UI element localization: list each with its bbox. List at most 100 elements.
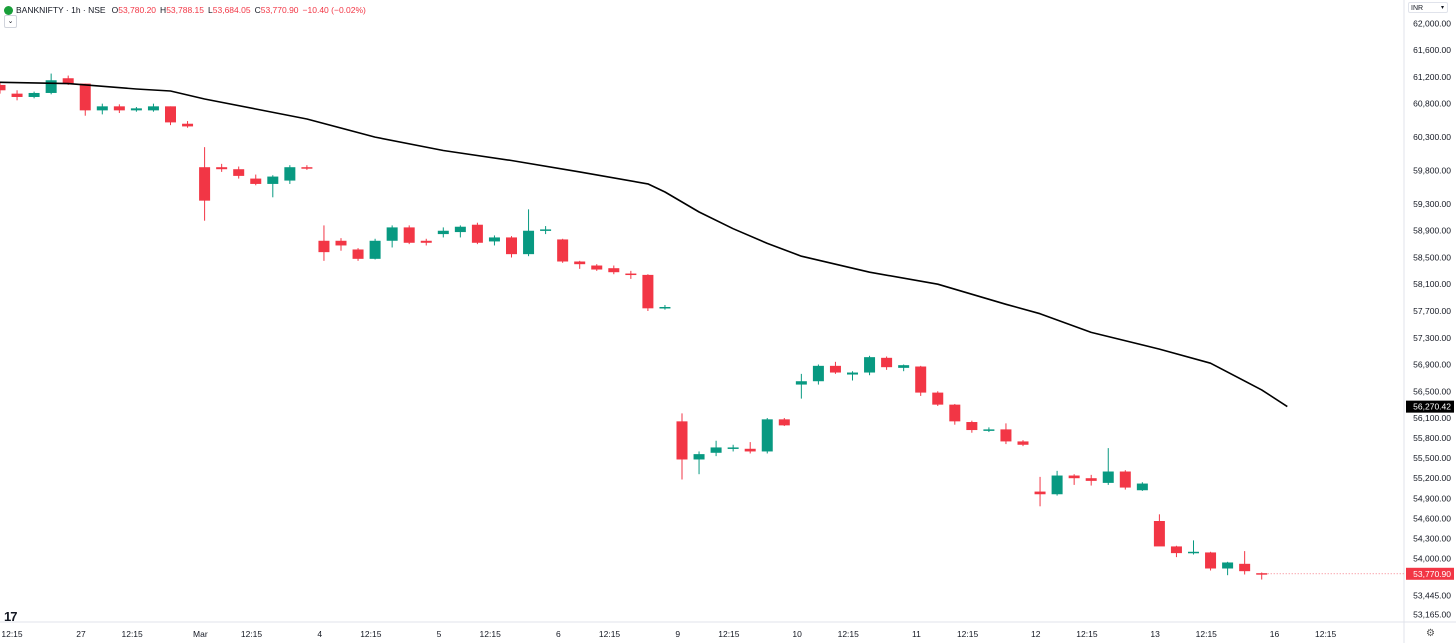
price-tick-label: 61,200.00	[1413, 72, 1451, 82]
symbol-logo-icon	[4, 5, 13, 15]
candle	[352, 248, 364, 261]
candle	[1017, 440, 1029, 447]
tradingview-logo-icon[interactable]: 17	[4, 609, 18, 624]
candle-body	[949, 404, 961, 422]
candle-body	[28, 92, 40, 97]
candle	[983, 427, 995, 433]
candle-body	[1051, 475, 1063, 495]
candle-body	[693, 454, 705, 460]
candle-body	[847, 372, 858, 375]
price-tick-label: 57,700.00	[1413, 306, 1451, 316]
candle-body	[915, 366, 927, 393]
candle	[130, 107, 142, 112]
ohlc-low: L53,684.05	[208, 5, 251, 15]
candle-body	[386, 227, 398, 241]
symbol-title[interactable]: BANKNIFTY · 1h · NSE	[16, 5, 106, 15]
time-tick-label: 12	[1031, 629, 1041, 639]
chevron-down-icon[interactable]: ⌄	[4, 15, 17, 28]
candle	[625, 270, 637, 279]
candle-body	[113, 106, 125, 111]
candle-body	[983, 429, 995, 431]
candle-body	[642, 274, 654, 309]
ma-value-badge	[1406, 400, 1454, 413]
time-tick-label: 12:15	[718, 629, 740, 639]
candle	[693, 451, 705, 475]
candle	[301, 165, 313, 170]
candle-body	[62, 78, 74, 84]
candle	[1239, 551, 1251, 575]
candle	[608, 265, 620, 275]
candle	[1068, 474, 1080, 485]
settings-gear-icon[interactable]: ⚙	[1426, 628, 1435, 639]
candle	[591, 264, 603, 271]
price-tick-label: 58,900.00	[1413, 226, 1451, 236]
time-tick-label: 11	[912, 629, 921, 639]
candle	[1000, 423, 1012, 445]
price-tick-label: 54,600.00	[1413, 513, 1451, 523]
candle	[829, 361, 841, 374]
price-tick-label: 58,100.00	[1413, 279, 1451, 289]
candle	[79, 83, 91, 116]
ohlc-open: O53,780.20	[111, 5, 157, 15]
candle-body	[1205, 552, 1217, 569]
time-tick-label: 12:15	[599, 629, 621, 639]
candle-body	[864, 357, 876, 373]
price-axis[interactable]: 62,000.00 61,600.00 61,200.00 60,800.00 60,3…	[1267, 18, 1454, 619]
candle-body	[1085, 478, 1097, 481]
candle	[506, 236, 517, 258]
candle-body	[420, 240, 432, 243]
candle-body	[267, 176, 279, 184]
candle	[1034, 476, 1046, 507]
price-tick-label: 59,800.00	[1413, 166, 1451, 176]
candle	[147, 103, 159, 112]
candle	[898, 364, 910, 372]
candle-body	[147, 106, 159, 111]
candle	[915, 365, 927, 396]
candle-body	[1102, 471, 1114, 483]
price-tick-label: 60,300.00	[1413, 132, 1451, 142]
symbol-legend: BANKNIFTY · 1h · NSE O53,780.20 H53,788.…	[4, 3, 366, 17]
candle-body	[369, 240, 381, 259]
candle-body	[881, 357, 893, 368]
time-axis[interactable]: 12:15 27 12:15 Mar 12:15 4 12:15 5 12:15 6 12:15 9 1…	[1, 629, 1336, 639]
candle-body	[250, 178, 262, 184]
candle-body	[710, 447, 722, 453]
candle	[28, 91, 40, 99]
candle	[233, 166, 245, 179]
candle-body	[352, 249, 364, 259]
price-tick-label: 53,445.00	[1413, 591, 1451, 601]
time-tick-label: 4	[317, 629, 322, 639]
candle-body	[1000, 429, 1012, 442]
candle	[966, 420, 978, 433]
candle	[1256, 572, 1268, 580]
candle	[812, 364, 824, 385]
price-tick-label: 54,300.00	[1413, 533, 1451, 543]
candle-body	[1256, 573, 1268, 575]
candle-body	[898, 365, 910, 368]
currency-selector[interactable]: INR ▾	[1408, 2, 1448, 13]
time-tick-label: 12:15	[1076, 629, 1098, 639]
candle-body	[591, 265, 603, 270]
time-tick-label: 12:15	[241, 629, 263, 639]
candle-body	[523, 230, 535, 255]
candle	[11, 90, 23, 101]
candle-body	[11, 93, 23, 97]
candle	[488, 235, 500, 246]
candle	[386, 225, 398, 248]
candle-body	[625, 273, 637, 276]
candle-body	[0, 84, 6, 91]
candle-body	[540, 229, 552, 231]
candle-body	[1222, 562, 1234, 569]
price-tick-label: 58,500.00	[1413, 252, 1451, 262]
candle-body	[165, 106, 176, 123]
candle-body	[932, 392, 944, 405]
candle	[1102, 448, 1114, 485]
currency-label: INR	[1411, 5, 1424, 12]
candle-body	[761, 419, 773, 452]
time-tick-label: 16	[1270, 629, 1280, 639]
time-tick-label: Mar	[193, 629, 208, 639]
candle-body	[301, 167, 313, 169]
candle	[727, 444, 739, 452]
